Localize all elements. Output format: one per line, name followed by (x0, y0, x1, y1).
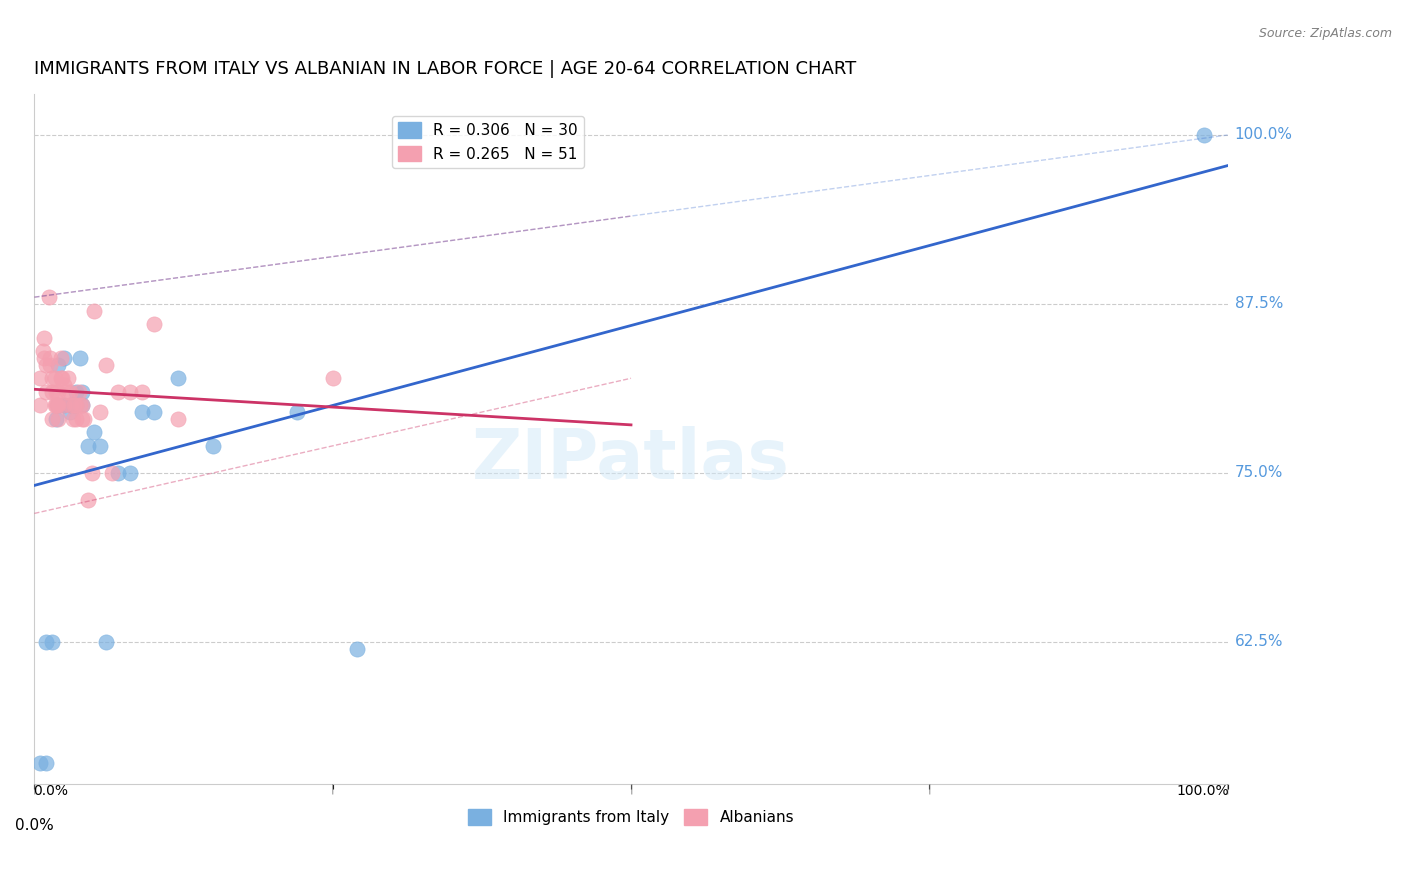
Text: IMMIGRANTS FROM ITALY VS ALBANIAN IN LABOR FORCE | AGE 20-64 CORRELATION CHART: IMMIGRANTS FROM ITALY VS ALBANIAN IN LAB… (34, 60, 856, 78)
Point (38, 351, 60, 365)
Point (30, 398, 52, 412)
Text: Source: ZipAtlas.com: Source: ZipAtlas.com (1258, 27, 1392, 40)
Point (32, 351, 55, 365)
Point (67, 384, 90, 399)
Point (53, 351, 76, 365)
Point (80, 466, 103, 480)
Point (202, 439, 225, 453)
Point (70, 412, 93, 426)
Text: |: | (630, 784, 633, 794)
Point (35, 384, 58, 399)
Point (53, 378, 76, 392)
Point (118, 466, 141, 480)
Point (59, 398, 82, 412)
Point (46, 412, 69, 426)
Point (73, 412, 96, 426)
Point (59, 398, 82, 412)
Point (107, 384, 129, 399)
Point (65, 384, 87, 399)
Point (46, 398, 69, 412)
Point (131, 384, 153, 399)
Legend: Immigrants from Italy, Albanians: Immigrants from Italy, Albanians (461, 803, 800, 831)
Point (44, 398, 66, 412)
Text: |: | (32, 784, 37, 794)
Point (166, 412, 188, 426)
Point (142, 405, 165, 419)
Text: 87.5%: 87.5% (1234, 296, 1282, 311)
Point (65, 412, 87, 426)
Point (142, 317, 165, 331)
Point (346, 641, 368, 656)
Point (38, 358, 60, 372)
Point (70, 398, 93, 412)
Point (46, 358, 69, 372)
Text: 75.0%: 75.0% (1234, 466, 1282, 481)
Point (45, 412, 67, 426)
Point (49, 351, 72, 365)
Point (46, 384, 69, 399)
Point (35, 635, 58, 649)
Point (89, 439, 111, 453)
Point (166, 371, 188, 385)
Point (44, 371, 66, 385)
Text: |: | (330, 784, 335, 794)
Point (59, 384, 82, 399)
Text: ZIPatlas: ZIPatlas (472, 426, 790, 493)
Point (285, 405, 308, 419)
Point (77, 439, 100, 453)
Point (56, 371, 79, 385)
Text: 100.0%: 100.0% (1234, 128, 1292, 143)
Text: 0.0%: 0.0% (15, 818, 53, 832)
Point (1192, 128, 1215, 142)
Point (70, 398, 93, 412)
Text: |: | (928, 784, 931, 794)
Point (35, 358, 58, 372)
Point (35, 756, 58, 771)
Point (30, 371, 52, 385)
Point (41, 371, 63, 385)
Point (83, 303, 105, 318)
Point (77, 492, 100, 507)
Point (53, 398, 76, 412)
Text: 100.0%: 100.0% (1177, 784, 1229, 797)
Point (65, 398, 87, 412)
Point (94, 635, 117, 649)
Point (51, 371, 73, 385)
Point (118, 384, 141, 399)
Point (41, 384, 63, 399)
Point (49, 371, 72, 385)
Point (31, 344, 53, 359)
Point (46, 398, 69, 412)
Point (62, 398, 84, 412)
Point (131, 405, 153, 419)
Point (32, 331, 55, 345)
Point (83, 425, 105, 440)
Point (70, 384, 93, 399)
Point (41, 635, 63, 649)
Point (94, 358, 117, 372)
Point (45, 398, 67, 412)
Point (69, 398, 91, 412)
Point (45, 384, 67, 399)
Point (55, 384, 77, 399)
Text: 62.5%: 62.5% (1234, 634, 1284, 649)
Text: |: | (1226, 784, 1229, 794)
Point (65, 398, 87, 412)
Point (62, 412, 84, 426)
Point (107, 466, 129, 480)
Point (89, 405, 111, 419)
Point (30, 756, 52, 771)
Text: 0.0%: 0.0% (34, 784, 67, 797)
Point (101, 466, 124, 480)
Point (59, 405, 82, 419)
Point (322, 371, 344, 385)
Point (69, 351, 91, 365)
Point (41, 412, 63, 426)
Point (38, 290, 60, 304)
Point (62, 398, 84, 412)
Point (53, 398, 76, 412)
Point (46, 398, 69, 412)
